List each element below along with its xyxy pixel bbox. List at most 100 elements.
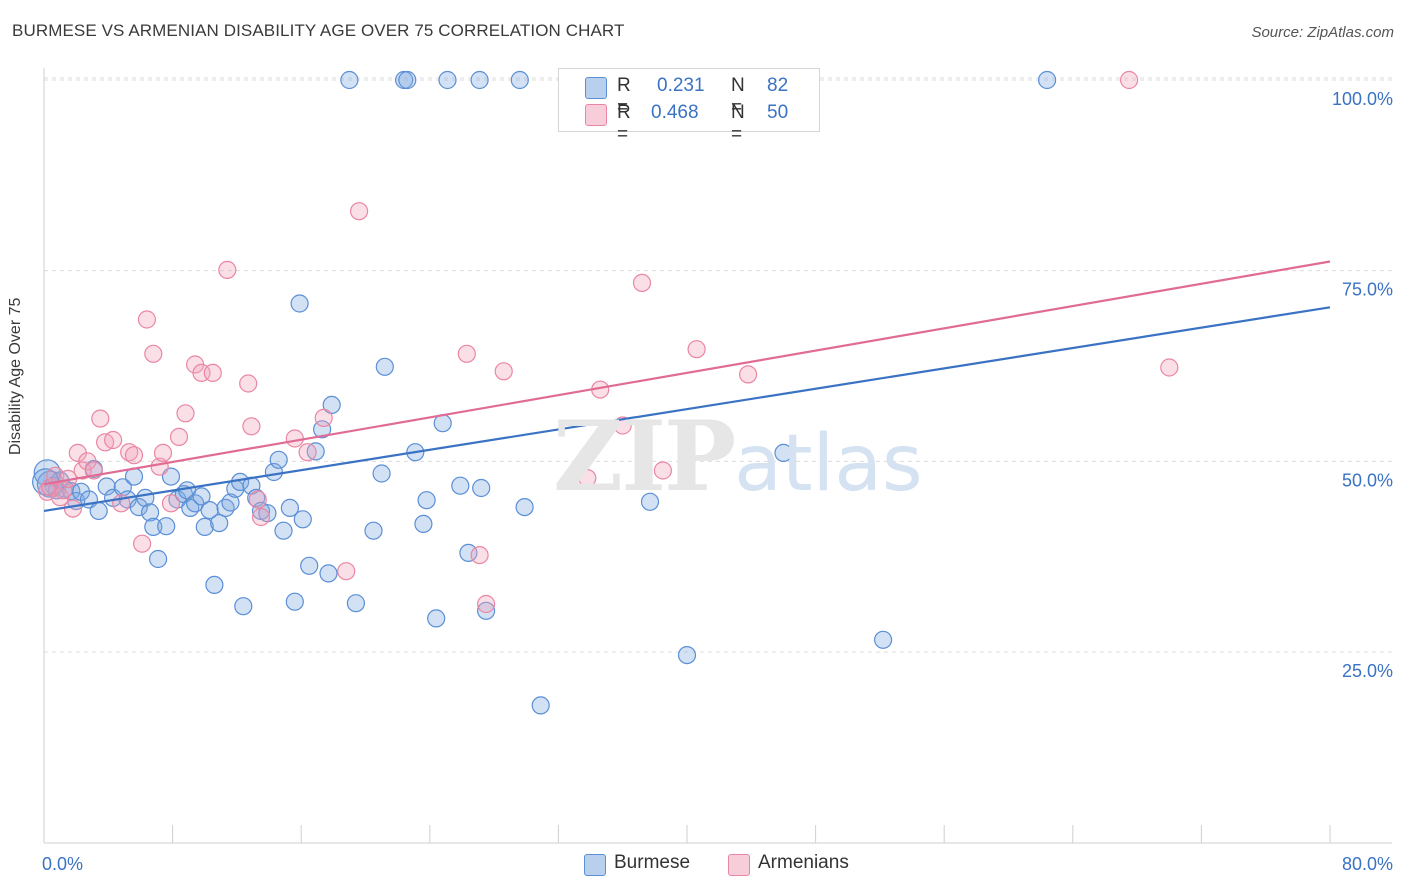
- armenians-point: [248, 490, 267, 509]
- burmese-point: [285, 592, 304, 611]
- bottom-legend-label: Burmese: [614, 852, 691, 873]
- armenians-point: [218, 260, 237, 279]
- armenians-point: [239, 374, 258, 393]
- trend-lines: [43, 260, 1331, 512]
- y-tick-label: 75.0%: [1342, 280, 1393, 300]
- burmese-point: [293, 510, 312, 529]
- burmese-point: [470, 70, 489, 90]
- burmese-point: [375, 357, 394, 376]
- burmese-point: [300, 556, 319, 575]
- armenians-point: [242, 417, 261, 436]
- burmese-point: [319, 564, 338, 583]
- armenians-point: [1119, 70, 1139, 90]
- armenians-point: [477, 594, 496, 614]
- burmese-point: [340, 70, 359, 90]
- armenians-point: [613, 416, 632, 435]
- series-armenians-points: [38, 70, 1179, 614]
- burmese-point: [129, 498, 148, 517]
- legend-n-label: N =: [731, 75, 745, 118]
- burmese-point: [322, 395, 341, 414]
- armenians-point: [494, 362, 513, 381]
- burmese-point: [510, 70, 529, 90]
- armenians-point: [203, 363, 222, 382]
- burmese-point: [141, 503, 160, 522]
- burmese-point: [451, 476, 470, 495]
- burmese-point: [269, 450, 288, 469]
- burmese-legend-icon: [584, 854, 606, 876]
- burmese-point: [290, 294, 309, 313]
- armenians-point: [133, 534, 152, 553]
- watermark: ZIPatlas: [553, 400, 923, 513]
- burmese-point: [234, 597, 253, 616]
- armenians-point: [124, 446, 144, 465]
- burmese-point: [438, 70, 457, 90]
- burmese-point: [221, 493, 240, 512]
- legend-r-value: 0.468: [651, 102, 699, 123]
- armenians-point: [144, 344, 163, 363]
- burmese-point: [200, 501, 219, 520]
- burmese-point: [774, 443, 793, 462]
- armenians-point: [103, 430, 123, 450]
- series-burmese-points: [31, 70, 1057, 715]
- armenians-point: [169, 427, 189, 446]
- armenians-point: [91, 409, 110, 428]
- burmese-point: [427, 609, 446, 628]
- burmese-point: [1037, 70, 1057, 90]
- burmese-point: [472, 478, 491, 498]
- burmese-point: [531, 696, 550, 715]
- x-tick-label: 80.0%: [1342, 854, 1393, 874]
- burmese-point: [210, 513, 229, 533]
- armenians-point: [120, 443, 139, 462]
- y-tick-label: 50.0%: [1342, 470, 1393, 490]
- armenians-point: [337, 562, 356, 581]
- armenians-swatch-icon: [585, 104, 607, 126]
- burmese-point: [313, 420, 332, 439]
- burmese-point: [280, 498, 299, 517]
- burmese-point: [149, 549, 168, 569]
- burmese-point: [216, 498, 235, 517]
- armenians-point: [161, 494, 181, 513]
- legend-r-label: R =: [617, 75, 631, 118]
- stats-legend: R = 0.231 N = 82 R = 0.468 N = 50: [558, 68, 820, 145]
- armenians-point: [153, 443, 173, 462]
- armenians-legend-icon: [728, 854, 750, 876]
- armenians-trend-line: [43, 260, 1331, 486]
- burmese-point: [364, 521, 383, 540]
- legend-n-value: 82: [767, 75, 789, 96]
- burmese-point: [414, 514, 433, 534]
- armenians-point: [298, 443, 317, 462]
- armenians-point: [285, 429, 304, 448]
- burmese-point: [515, 498, 534, 517]
- burmese-point: [97, 477, 116, 496]
- burmese-point: [346, 594, 365, 613]
- burmese-point: [873, 630, 893, 649]
- armenians-point: [632, 273, 652, 292]
- y-axis-label: Disability Age Over 75: [7, 297, 24, 455]
- y-tick-label: 25.0%: [1342, 661, 1393, 681]
- burmese-point: [477, 601, 496, 620]
- axes: [43, 68, 1392, 844]
- burmese-point: [640, 492, 660, 511]
- y-tick-label: 100.0%: [1332, 89, 1393, 109]
- burmese-point: [195, 517, 214, 537]
- armenians-point: [350, 202, 369, 221]
- armenians-point: [687, 340, 706, 359]
- burmese-trend-line: [43, 306, 1331, 512]
- burmese-point: [89, 501, 108, 520]
- legend-n-value: 50: [767, 102, 789, 123]
- legend-n-label: N =: [731, 102, 745, 145]
- armenians-point: [314, 408, 333, 427]
- source-label: Source: ZipAtlas.com: [1251, 24, 1394, 41]
- armenians-point: [653, 461, 673, 480]
- burmese-point: [677, 645, 697, 665]
- armenians-point: [1160, 358, 1179, 377]
- legend-r-value: 0.231: [657, 75, 705, 96]
- legend-r-label: R =: [617, 102, 631, 145]
- armenians-point: [176, 404, 195, 423]
- armenians-point: [738, 365, 758, 384]
- burmese-point: [398, 70, 417, 90]
- armenians-point: [457, 344, 476, 363]
- burmese-point: [274, 521, 293, 540]
- chart-title: BURMESE VS ARMENIAN DISABILITY AGE OVER …: [12, 21, 625, 40]
